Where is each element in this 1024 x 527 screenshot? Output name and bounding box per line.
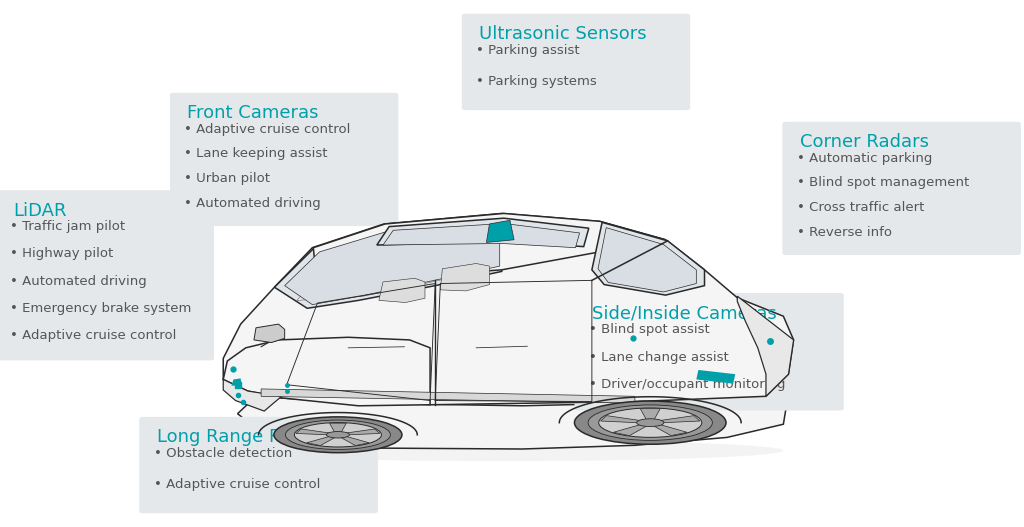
Ellipse shape (599, 408, 701, 437)
Text: LiDAR: LiDAR (13, 202, 67, 220)
Text: • Reverse info: • Reverse info (797, 226, 892, 239)
FancyBboxPatch shape (782, 122, 1021, 255)
Text: • Adaptive cruise control: • Adaptive cruise control (154, 478, 319, 491)
Text: • Automatic parking: • Automatic parking (797, 152, 932, 164)
Polygon shape (330, 423, 346, 433)
Ellipse shape (286, 420, 390, 450)
Text: • Urban pilot: • Urban pilot (184, 172, 270, 185)
Text: • Emergency brake system: • Emergency brake system (10, 301, 191, 315)
Polygon shape (296, 429, 332, 435)
Polygon shape (600, 416, 643, 423)
Polygon shape (657, 416, 700, 423)
Polygon shape (652, 424, 687, 436)
Text: • Parking systems: • Parking systems (476, 75, 597, 88)
Ellipse shape (295, 423, 381, 447)
Polygon shape (313, 213, 666, 290)
Text: Corner Radars: Corner Radars (800, 133, 929, 151)
Text: • Adaptive cruise control: • Adaptive cruise control (184, 123, 350, 135)
Polygon shape (379, 278, 425, 302)
Polygon shape (613, 424, 648, 436)
Text: • Adaptive cruise control: • Adaptive cruise control (10, 329, 176, 341)
Polygon shape (238, 396, 786, 449)
Polygon shape (297, 233, 492, 300)
Text: • Lane keeping assist: • Lane keeping assist (184, 147, 328, 160)
Polygon shape (598, 228, 696, 292)
Polygon shape (254, 324, 285, 343)
Text: • Blind spot management: • Blind spot management (797, 176, 969, 189)
Text: • Obstacle detection: • Obstacle detection (154, 447, 292, 461)
Text: Long Range Radar: Long Range Radar (157, 428, 322, 446)
Polygon shape (307, 436, 336, 445)
Ellipse shape (220, 440, 783, 461)
Ellipse shape (327, 432, 349, 438)
Polygon shape (344, 429, 380, 435)
Text: • Automated driving: • Automated driving (10, 275, 147, 288)
Polygon shape (440, 264, 489, 291)
Text: Ultrasonic Sensors: Ultrasonic Sensors (479, 25, 647, 43)
Ellipse shape (574, 401, 726, 444)
FancyBboxPatch shape (139, 417, 378, 513)
Ellipse shape (637, 419, 664, 426)
Polygon shape (223, 213, 794, 405)
Text: • Driver/occupant monitoring: • Driver/occupant monitoring (589, 378, 785, 392)
Polygon shape (486, 220, 514, 242)
FancyBboxPatch shape (170, 93, 398, 226)
Text: • Traffic jam pilot: • Traffic jam pilot (10, 220, 125, 233)
Polygon shape (223, 379, 282, 411)
FancyBboxPatch shape (0, 190, 214, 360)
Text: • Automated driving: • Automated driving (184, 197, 322, 210)
Polygon shape (231, 378, 242, 386)
FancyBboxPatch shape (574, 293, 844, 411)
Polygon shape (640, 408, 660, 420)
Text: • Highway pilot: • Highway pilot (10, 248, 114, 260)
Text: Side/Inside Cameras: Side/Inside Cameras (592, 305, 776, 323)
Text: • Lane change assist: • Lane change assist (589, 351, 728, 364)
Polygon shape (223, 337, 430, 406)
Ellipse shape (274, 417, 401, 453)
Polygon shape (274, 215, 502, 308)
Polygon shape (377, 218, 589, 247)
Ellipse shape (588, 405, 713, 441)
FancyBboxPatch shape (462, 14, 690, 110)
Text: • Parking assist: • Parking assist (476, 44, 580, 57)
Polygon shape (592, 222, 705, 295)
Polygon shape (737, 296, 794, 396)
Polygon shape (696, 370, 735, 384)
Polygon shape (340, 436, 369, 445)
Polygon shape (285, 221, 500, 305)
Text: • Blind spot assist: • Blind spot assist (589, 323, 710, 336)
Text: Front Cameras: Front Cameras (187, 104, 318, 122)
Polygon shape (261, 389, 635, 403)
Text: • Cross traffic alert: • Cross traffic alert (797, 201, 924, 214)
Polygon shape (383, 223, 580, 248)
